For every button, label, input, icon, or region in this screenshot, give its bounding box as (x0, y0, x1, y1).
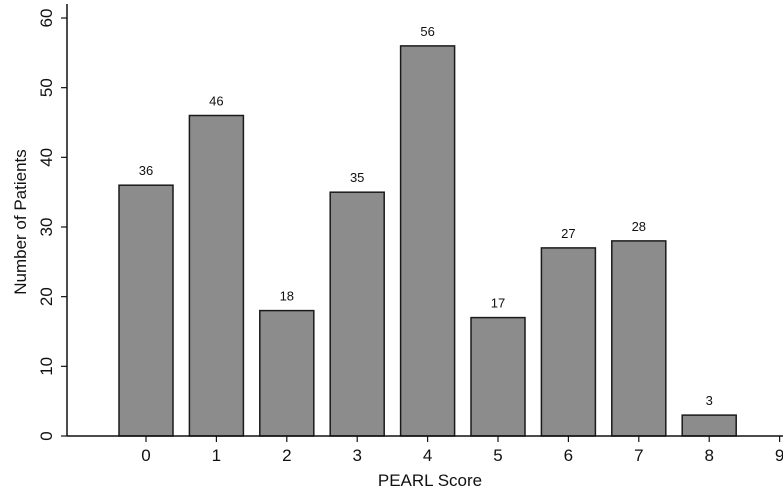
y-tick-label-60: 60 (37, 9, 56, 28)
data-labels-group: 36 46 18 35 56 17 27 28 3 (139, 24, 713, 408)
data-label-2: 18 (280, 289, 294, 304)
x-tick-label-3: 3 (352, 446, 361, 465)
x-tick-label-6: 6 (564, 446, 573, 465)
bar-3 (329, 191, 385, 437)
data-label-5: 17 (491, 296, 505, 311)
x-tick-label-2: 2 (282, 446, 291, 465)
x-axis-title: PEARL Score (378, 471, 482, 490)
x-tick-label-4: 4 (423, 446, 432, 465)
bars-group (118, 45, 737, 437)
y-tick-label-30: 30 (37, 218, 56, 237)
y-tick-label-50: 50 (37, 78, 56, 97)
data-label-1: 46 (209, 94, 223, 109)
y-tick-label-0: 0 (37, 431, 56, 440)
data-label-8: 3 (706, 393, 713, 408)
bar-4 (399, 45, 456, 437)
y-tick-label-10: 10 (37, 357, 56, 376)
data-label-4: 56 (420, 24, 434, 39)
y-tick-label-20: 20 (37, 287, 56, 306)
bar-7 (611, 240, 667, 437)
x-tick-label-9: 9 (775, 446, 783, 465)
bar-5 (470, 316, 526, 437)
data-label-3: 35 (350, 170, 364, 185)
x-tick-label-5: 5 (493, 446, 502, 465)
data-label-7: 28 (632, 219, 646, 234)
data-label-6: 27 (561, 226, 575, 241)
x-tick-label-8: 8 (704, 446, 713, 465)
y-ticks-group: 0 10 20 30 40 50 60 (37, 9, 67, 441)
x-ticks-group: 0 1 2 3 4 5 6 7 8 9 (141, 436, 783, 465)
bar-2 (259, 309, 315, 437)
x-tick-label-7: 7 (634, 446, 643, 465)
y-tick-label-40: 40 (37, 148, 56, 167)
bar-0 (118, 184, 174, 437)
x-tick-label-1: 1 (212, 446, 221, 465)
bar-8 (681, 414, 737, 437)
bar-6 (540, 247, 597, 437)
x-tick-label-0: 0 (141, 446, 150, 465)
data-label-0: 36 (139, 163, 153, 178)
bar-1 (188, 114, 245, 437)
y-axis-title: Number of Patients (11, 149, 30, 295)
